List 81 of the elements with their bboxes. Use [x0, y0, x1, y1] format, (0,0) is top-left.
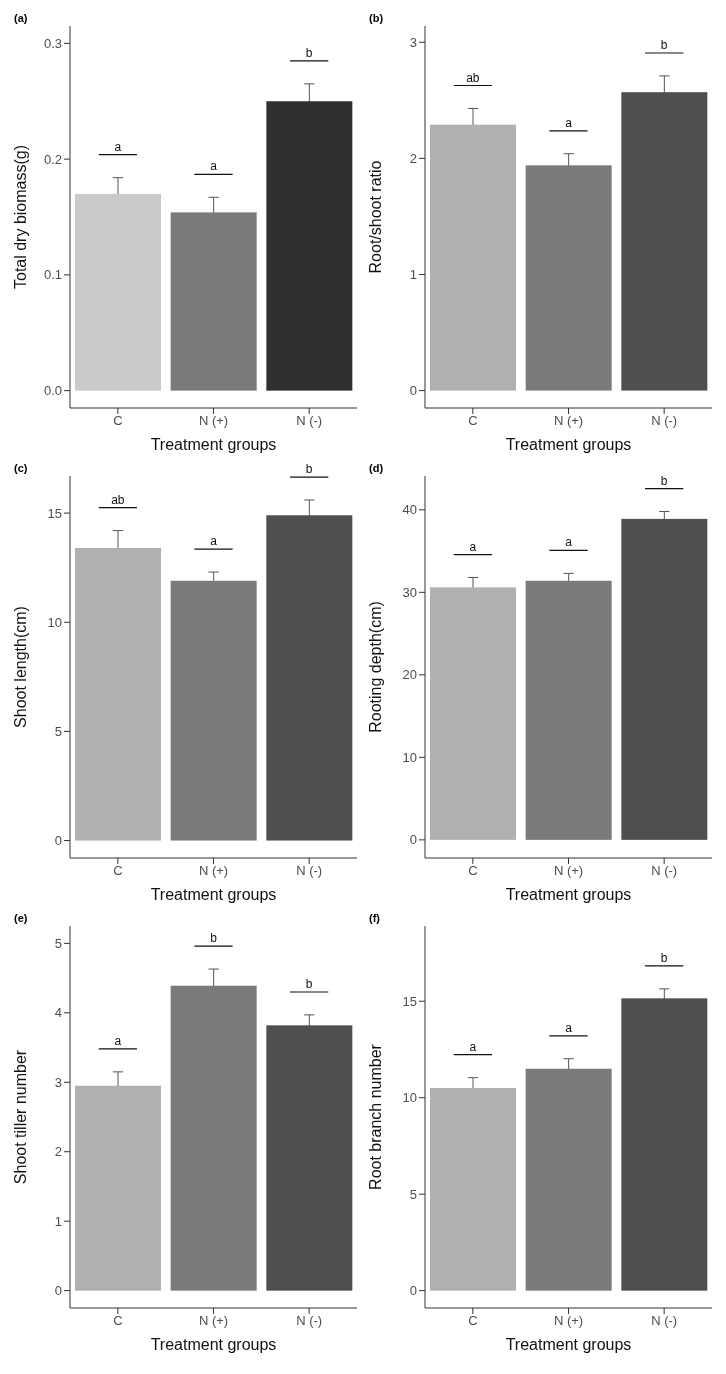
x-axis-title: Treatment groups	[150, 436, 277, 453]
y-tick-label: 0.3	[43, 35, 62, 51]
x-tick-label: N (-)	[651, 863, 678, 879]
chart-title: (d)	[369, 462, 384, 474]
y-tick-label: 0	[409, 832, 417, 848]
y-tick-label: 20	[402, 667, 417, 683]
annotation: b	[660, 473, 668, 488]
annotation: b	[660, 950, 668, 965]
annotation: b	[305, 462, 313, 477]
y-axis-title: Total dry biomass(g)	[11, 144, 29, 290]
x-tick-label: N (+)	[198, 863, 229, 879]
y-tick-label: 0.0	[43, 383, 62, 399]
annotation: b	[660, 38, 668, 53]
y-axis-title: Root branch number	[366, 1043, 384, 1190]
x-tick-label: N (+)	[553, 1313, 584, 1329]
y-tick-label: 10	[402, 749, 417, 765]
chart-title: (e)	[14, 912, 28, 924]
y-tick-label: 0	[54, 1283, 62, 1299]
chart-title: (c)	[14, 462, 28, 474]
x-tick-label: C	[113, 863, 123, 879]
y-tick-label: 10	[47, 614, 62, 630]
y-axis-title: Rooting depth(cm)	[366, 601, 384, 733]
x-axis-title: Treatment groups	[505, 436, 632, 453]
y-tick-label: 5	[54, 935, 62, 951]
x-tick-label: C	[113, 413, 123, 429]
x-tick-label: N (-)	[296, 863, 323, 879]
y-tick-label: 3	[409, 34, 417, 50]
y-tick-label: 10	[402, 1090, 417, 1106]
chart-title: (b)	[369, 12, 384, 24]
annotation: a	[114, 139, 122, 154]
y-tick-label: 15	[402, 993, 417, 1009]
chart-title: (a)	[14, 12, 28, 24]
annotation: a	[114, 1033, 122, 1048]
y-tick-label: 0	[409, 383, 417, 399]
x-tick-label: N (+)	[553, 863, 584, 879]
annotation: b	[305, 45, 313, 60]
x-axis-title: Treatment groups	[150, 1336, 277, 1353]
y-tick-label: 4	[54, 1005, 62, 1021]
annotation: ab	[111, 492, 125, 507]
y-tick-label: 1	[54, 1213, 62, 1229]
annotation: a	[469, 539, 477, 554]
y-tick-label: 3	[54, 1074, 62, 1090]
y-tick-label: 1	[409, 267, 417, 283]
y-tick-label: 0	[409, 1283, 417, 1299]
x-tick-label: C	[113, 1313, 123, 1329]
y-tick-label: 40	[402, 502, 417, 518]
annotation: b	[210, 931, 218, 946]
x-axis-title: Treatment groups	[505, 1336, 632, 1353]
y-tick-label: 0	[54, 833, 62, 849]
y-tick-label: 0.2	[43, 151, 62, 167]
annotation: ab	[466, 70, 480, 85]
y-tick-label: 15	[47, 505, 62, 521]
y-tick-label: 5	[54, 724, 62, 740]
x-tick-label: C	[468, 863, 478, 879]
annotation: a	[565, 535, 573, 550]
x-tick-label: N (-)	[651, 413, 678, 429]
x-axis-title: Treatment groups	[505, 886, 632, 903]
y-tick-label: 2	[409, 150, 417, 166]
annotation: a	[565, 1020, 573, 1035]
x-tick-label: C	[468, 1313, 478, 1329]
chart-title: (f)	[369, 912, 380, 924]
x-tick-label: N (+)	[198, 1313, 229, 1329]
annotation: a	[565, 115, 573, 130]
y-tick-label: 30	[402, 584, 417, 600]
y-tick-label: 2	[54, 1144, 62, 1160]
y-axis-title: Root/shoot ratio	[366, 160, 384, 274]
annotation: a	[210, 534, 218, 549]
y-tick-label: 0.1	[43, 267, 62, 283]
annotation: b	[305, 976, 313, 991]
x-tick-label: N (-)	[296, 1313, 323, 1329]
x-tick-label: C	[468, 413, 478, 429]
y-tick-label: 5	[409, 1186, 417, 1202]
x-tick-label: N (-)	[296, 413, 323, 429]
y-axis-title: Shoot tiller number	[11, 1049, 29, 1185]
x-tick-label: N (+)	[198, 413, 229, 429]
x-tick-label: N (-)	[651, 1313, 678, 1329]
x-axis-title: Treatment groups	[150, 886, 277, 903]
y-axis-title: Shoot length(cm)	[11, 606, 29, 728]
annotation: a	[469, 1039, 477, 1054]
x-tick-label: N (+)	[553, 413, 584, 429]
annotation: a	[210, 159, 218, 174]
